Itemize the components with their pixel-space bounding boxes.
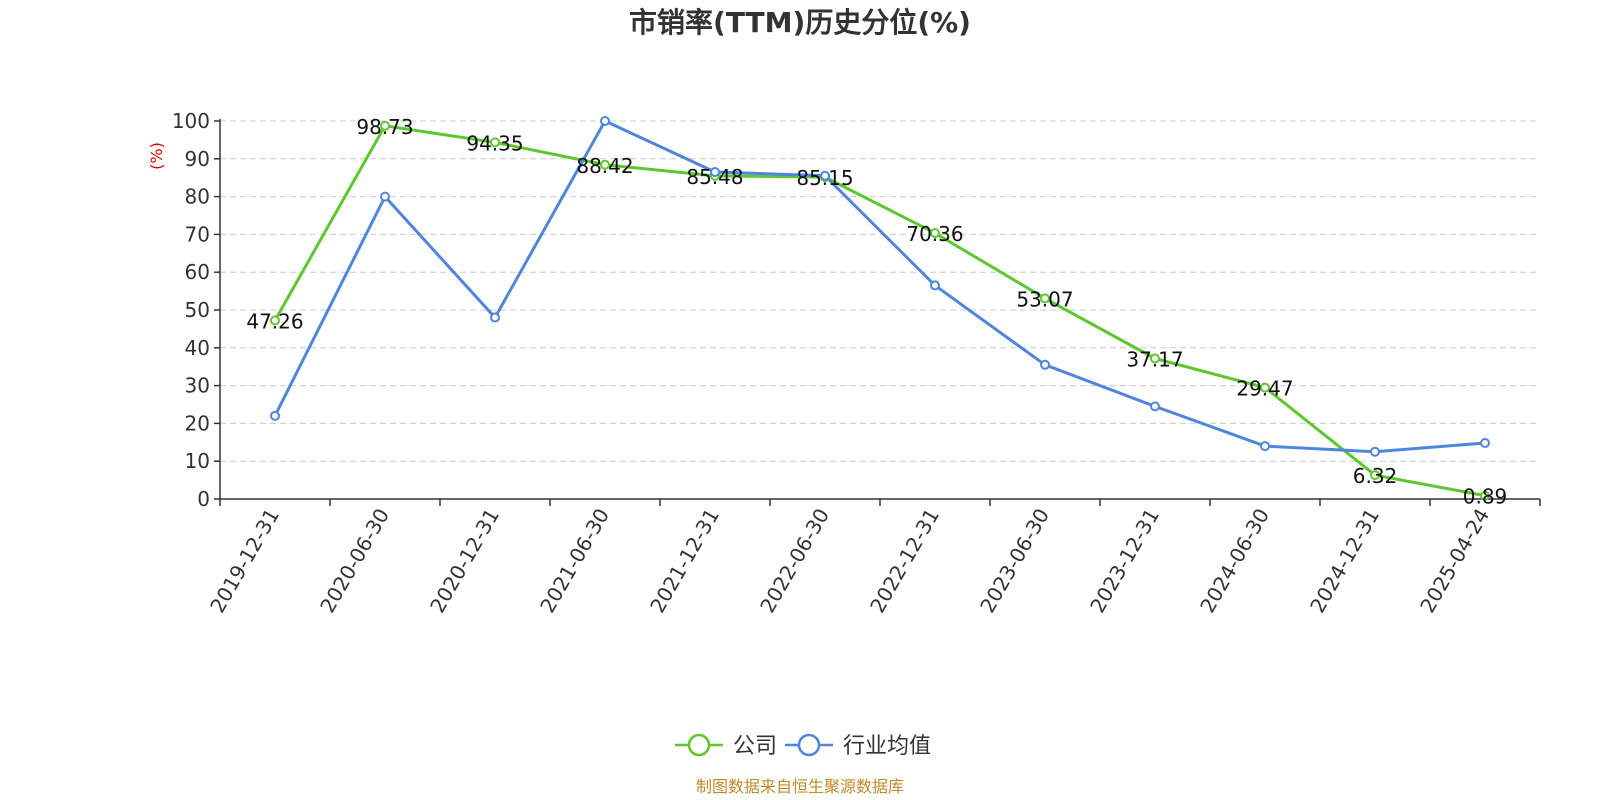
- data-label: 85.15: [796, 166, 853, 190]
- x-tick-label: 2020-06-30: [315, 504, 394, 617]
- data-label: 70.36: [906, 222, 963, 246]
- y-axis-unit: (%): [147, 142, 166, 170]
- data-point: [710, 167, 720, 178]
- grid-layer: [220, 120, 1540, 462]
- series-layer: [270, 116, 1490, 501]
- data-point: [380, 191, 390, 202]
- x-tick-label: 2023-06-30: [975, 504, 1054, 617]
- data-point: [1040, 359, 1050, 370]
- y-tick-label: 100: [172, 109, 210, 133]
- legend-label: 公司: [733, 734, 777, 759]
- x-tick-label: 2024-12-31: [1305, 504, 1384, 617]
- data-point: [270, 315, 280, 326]
- data-label: 85.48: [686, 165, 743, 189]
- x-tick-label: 2022-12-31: [865, 504, 944, 617]
- data-point: [930, 228, 940, 239]
- data-point: [270, 410, 280, 421]
- legend-swatch-marker: [797, 733, 821, 757]
- y-tick-label: 40: [185, 336, 210, 360]
- data-point: [600, 159, 610, 170]
- data-point: [1150, 401, 1160, 412]
- data-point: [1260, 382, 1270, 393]
- x-tick-label: 2023-12-31: [1085, 504, 1164, 617]
- data-point: [490, 137, 500, 148]
- data-label: 0.89: [1463, 485, 1508, 509]
- series-line-1: [273, 119, 1486, 454]
- data-label: 6.32: [1353, 464, 1398, 488]
- data-label: 98.73: [356, 115, 413, 139]
- data-point: [1480, 490, 1490, 501]
- y-tick-label: 30: [185, 374, 210, 398]
- data-point: [1150, 353, 1160, 364]
- data-point: [490, 312, 500, 323]
- y-tick-label: 90: [185, 147, 210, 171]
- data-point: [1040, 293, 1050, 304]
- data-point: [820, 170, 830, 181]
- data-label-layer: 47.26 98.73 94.35 88.42 85.48 85.15 70.36 53.07…: [246, 115, 1507, 509]
- x-tick-label: 2024-06-30: [1195, 504, 1274, 617]
- y-tick-label: 20: [185, 411, 210, 435]
- data-label: 94.35: [466, 131, 523, 155]
- y-tick-label: 70: [185, 222, 210, 246]
- data-point: [1370, 446, 1380, 457]
- legend-swatch-marker: [687, 733, 711, 757]
- x-tick-label: 2022-06-30: [755, 504, 834, 617]
- data-label: 37.17: [1126, 347, 1183, 371]
- source-note: 制图数据来自恒生聚源数据库: [696, 777, 904, 796]
- x-tick-label: 2021-06-30: [535, 504, 614, 617]
- data-point: [1260, 441, 1270, 452]
- y-tick-label: 10: [185, 449, 210, 473]
- data-point: [380, 120, 390, 131]
- data-point: [1370, 470, 1380, 481]
- series-line-0: [273, 124, 1486, 498]
- y-tick-label: 80: [185, 185, 210, 209]
- data-point: [600, 116, 610, 126]
- data-label: 88.42: [576, 154, 633, 178]
- x-tick-label: 2019-12-31: [205, 504, 284, 617]
- x-tick-label: 2021-12-31: [645, 504, 724, 617]
- data-label: 47.26: [246, 309, 303, 333]
- chart-title: 市销率(TTM)历史分位(%): [629, 6, 971, 39]
- data-point: [930, 280, 940, 291]
- x-tick-label: 2020-12-31: [425, 504, 504, 617]
- x-tick-label: 2025-04-24: [1415, 504, 1494, 617]
- legend: 公司 行业均值: [675, 733, 931, 759]
- data-point: [1480, 438, 1490, 449]
- y-tick-label: 50: [185, 298, 210, 322]
- data-label: 29.47: [1236, 377, 1293, 401]
- axis-layer: 0 10 20 30 40 50 60 70 80 90 100 2019-12-31 2020-06-…: [172, 109, 1541, 617]
- legend-label: 行业均值: [843, 734, 931, 759]
- y-tick-label: 60: [185, 260, 210, 284]
- data-label: 53.07: [1016, 287, 1073, 311]
- y-tick-label: 0: [197, 487, 210, 511]
